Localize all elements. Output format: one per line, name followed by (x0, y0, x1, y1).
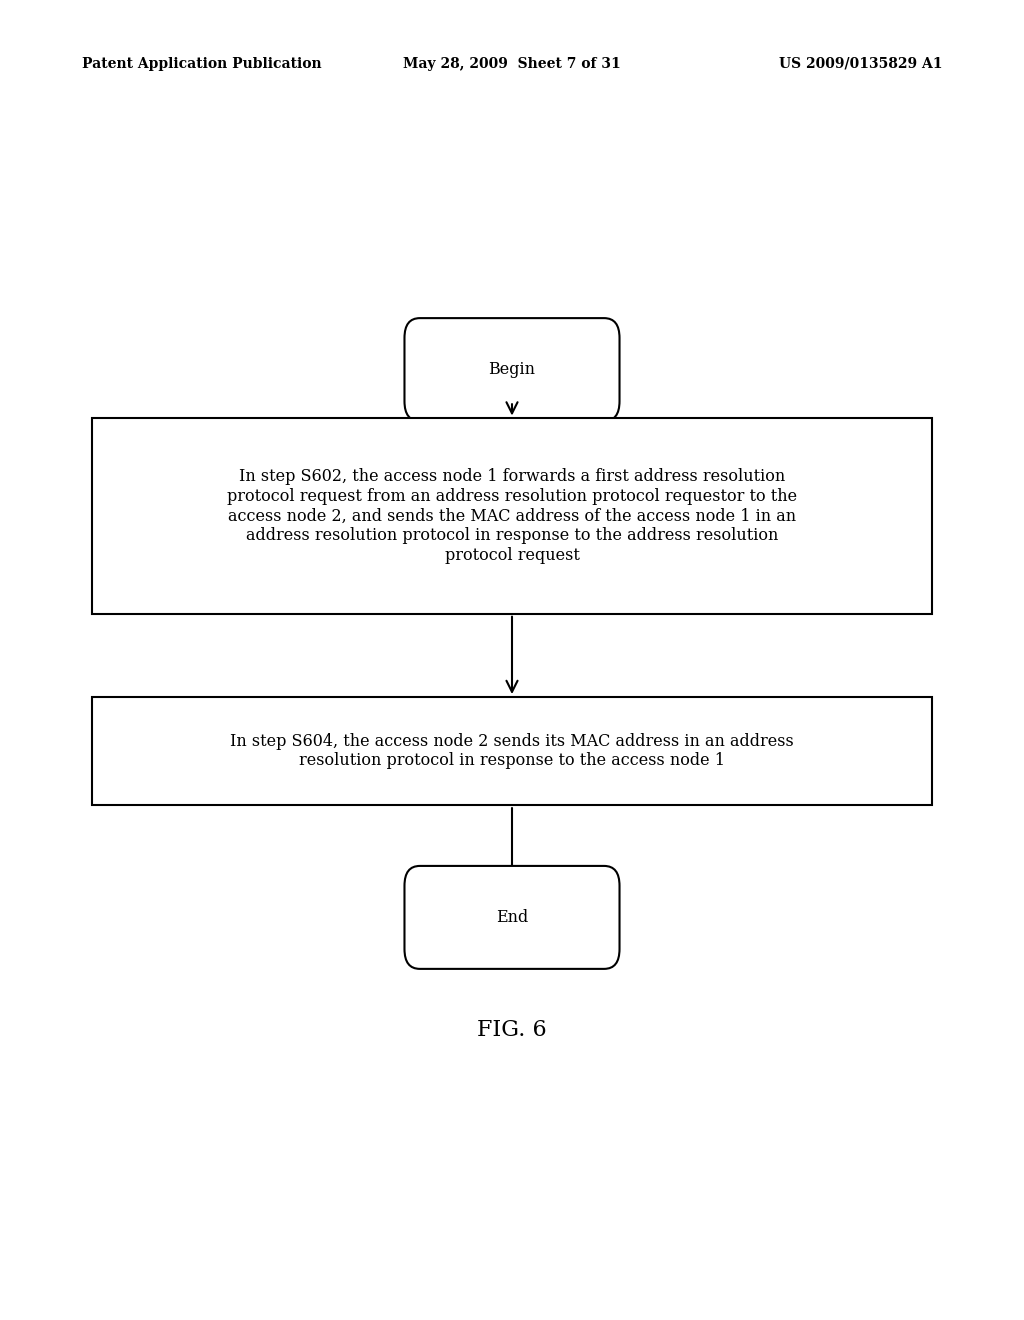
FancyBboxPatch shape (92, 697, 932, 805)
FancyBboxPatch shape (404, 866, 620, 969)
Text: In step S604, the access node 2 sends its MAC address in an address
resolution p: In step S604, the access node 2 sends it… (230, 733, 794, 770)
Text: In step S602, the access node 1 forwards a first address resolution
protocol req: In step S602, the access node 1 forwards… (227, 469, 797, 564)
Text: May 28, 2009  Sheet 7 of 31: May 28, 2009 Sheet 7 of 31 (403, 57, 621, 71)
FancyBboxPatch shape (92, 418, 932, 614)
FancyBboxPatch shape (404, 318, 620, 421)
Text: FIG. 6: FIG. 6 (477, 1019, 547, 1040)
Text: Begin: Begin (488, 362, 536, 378)
Text: US 2009/0135829 A1: US 2009/0135829 A1 (778, 57, 942, 71)
Text: End: End (496, 909, 528, 925)
Text: Patent Application Publication: Patent Application Publication (82, 57, 322, 71)
